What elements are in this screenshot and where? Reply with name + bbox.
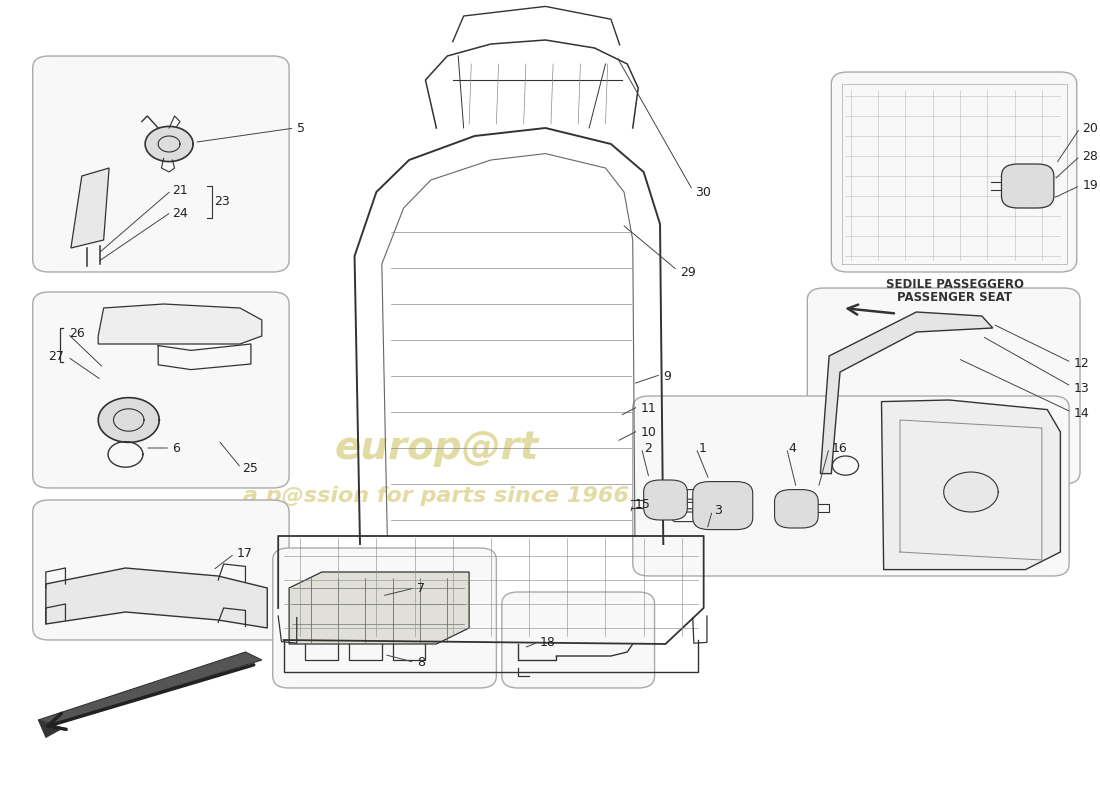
Text: 18: 18 (540, 636, 556, 649)
Text: 24: 24 (173, 207, 188, 220)
FancyBboxPatch shape (1001, 164, 1054, 208)
Text: 15: 15 (635, 498, 651, 510)
Text: 19: 19 (1082, 179, 1098, 192)
Polygon shape (98, 398, 160, 442)
Text: 26: 26 (68, 327, 85, 340)
Text: 14: 14 (1074, 407, 1089, 420)
Polygon shape (39, 720, 64, 738)
FancyBboxPatch shape (632, 396, 1069, 576)
Text: 23: 23 (213, 195, 230, 208)
Text: PASSENGER SEAT: PASSENGER SEAT (898, 291, 1012, 304)
Text: 28: 28 (1082, 150, 1098, 162)
FancyBboxPatch shape (774, 490, 818, 528)
Text: 29: 29 (680, 266, 695, 278)
FancyBboxPatch shape (33, 292, 289, 488)
Text: 2: 2 (644, 442, 651, 454)
FancyBboxPatch shape (33, 500, 289, 640)
FancyBboxPatch shape (502, 592, 654, 688)
Polygon shape (145, 126, 194, 162)
Text: 9: 9 (663, 370, 671, 382)
FancyBboxPatch shape (273, 548, 496, 688)
Text: 16: 16 (832, 442, 847, 454)
Text: 13: 13 (1074, 382, 1089, 394)
Polygon shape (944, 472, 998, 512)
Text: 17: 17 (236, 547, 253, 560)
FancyBboxPatch shape (832, 72, 1077, 272)
Text: 20: 20 (1082, 122, 1098, 134)
Polygon shape (39, 652, 262, 724)
FancyBboxPatch shape (644, 480, 688, 520)
Polygon shape (821, 312, 993, 474)
Polygon shape (98, 304, 262, 344)
FancyBboxPatch shape (807, 288, 1080, 484)
Text: 6: 6 (173, 442, 180, 454)
Polygon shape (881, 400, 1060, 570)
Polygon shape (289, 572, 469, 644)
Text: 8: 8 (417, 656, 425, 669)
Text: 10: 10 (640, 426, 657, 438)
Text: 5: 5 (297, 122, 305, 134)
Text: 7: 7 (417, 582, 425, 594)
Text: 11: 11 (640, 402, 656, 414)
Text: 27: 27 (48, 350, 64, 363)
Polygon shape (70, 168, 109, 248)
Text: 4: 4 (789, 442, 796, 454)
Text: 30: 30 (695, 186, 711, 198)
Text: 12: 12 (1074, 358, 1089, 370)
FancyBboxPatch shape (33, 56, 289, 272)
Text: 1: 1 (698, 442, 706, 454)
Text: 21: 21 (173, 184, 188, 197)
FancyBboxPatch shape (693, 482, 752, 530)
Text: 3: 3 (715, 504, 723, 517)
Polygon shape (46, 568, 267, 628)
Text: 25: 25 (242, 462, 258, 474)
Text: europ@rt: europ@rt (334, 429, 539, 467)
Text: SEDILE PASSEGGERO: SEDILE PASSEGGERO (886, 278, 1024, 290)
Text: a p@ssion for parts since 1966: a p@ssion for parts since 1966 (243, 486, 629, 506)
